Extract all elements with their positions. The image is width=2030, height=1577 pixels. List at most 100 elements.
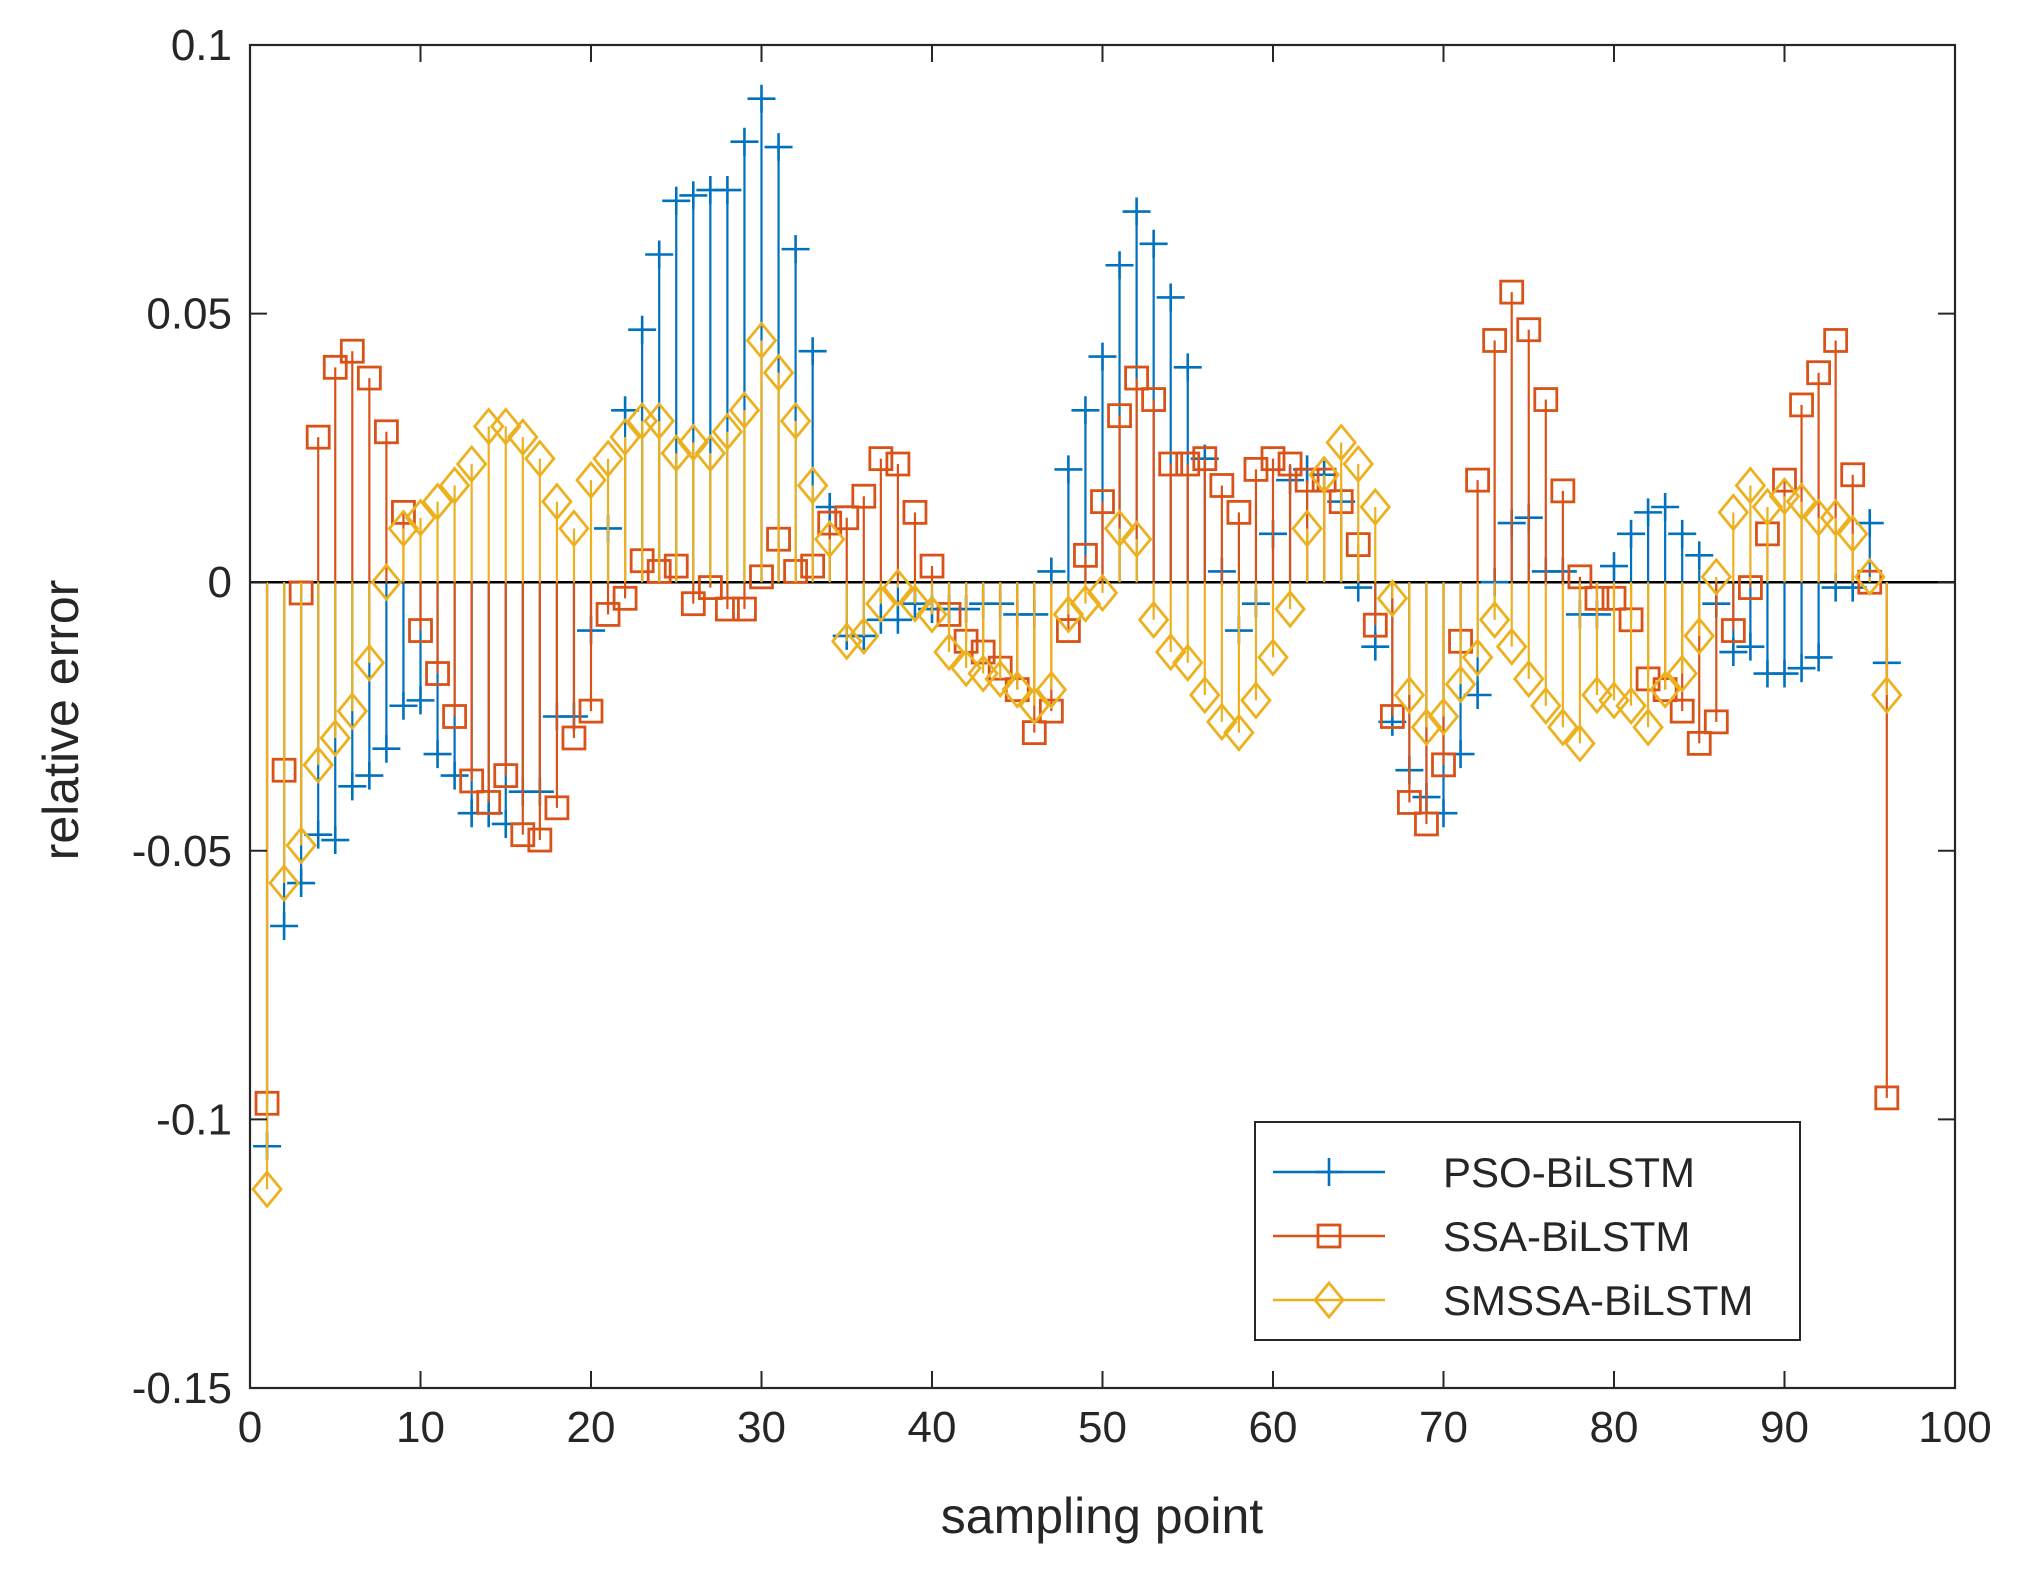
data-point-diamond	[319, 718, 352, 758]
data-point-plus	[1037, 557, 1066, 586]
legend-box	[1254, 1121, 1801, 1341]
data-point-diamond	[1547, 708, 1579, 747]
x-tick-label: 60	[1249, 1403, 1298, 1452]
x-tick-label: 10	[396, 1403, 445, 1452]
data-point-square	[442, 704, 468, 729]
data-point-square	[1516, 317, 1542, 343]
data-point-plus	[1787, 654, 1816, 683]
data-point-plus	[1855, 509, 1884, 538]
data-point-square	[1772, 467, 1797, 493]
data-point-plus	[1736, 632, 1765, 661]
data-point-diamond	[1512, 659, 1545, 699]
data-point-plus	[679, 181, 708, 210]
data-point-diamond	[1018, 686, 1051, 725]
data-point-diamond	[421, 482, 454, 521]
data-point-square	[1703, 709, 1729, 735]
data-point-square	[305, 424, 331, 450]
data-point-diamond	[609, 417, 641, 457]
data-point-plus	[1105, 251, 1134, 280]
x-tick-label: 40	[908, 1403, 957, 1452]
data-point-diamond	[353, 643, 386, 682]
data-point-square	[1362, 612, 1388, 638]
data-point-diamond	[1052, 595, 1085, 634]
data-point-square	[885, 451, 911, 477]
data-point-square	[1192, 446, 1218, 472]
data-point-diamond	[728, 391, 761, 430]
data-point-plus	[389, 691, 418, 720]
data-point-square	[493, 763, 519, 788]
data-point-square	[459, 768, 485, 794]
data-point-diamond	[336, 691, 369, 731]
data-point-diamond	[1615, 686, 1647, 725]
data-point-diamond	[387, 509, 420, 548]
series-smssa-bilstm	[251, 321, 1903, 1209]
legend-entry-pso-bilstm: PSO-BiLSTM	[1273, 1149, 1695, 1196]
data-point-diamond	[370, 562, 403, 602]
data-point-diamond	[694, 434, 727, 473]
data-point-diamond	[1171, 643, 1204, 682]
data-point-square	[1874, 1085, 1900, 1111]
data-point-diamond	[796, 466, 829, 505]
data-point-diamond	[1325, 423, 1358, 462]
data-point-plus	[406, 686, 435, 715]
data-point-diamond	[1785, 482, 1818, 521]
data-point-plus	[645, 240, 674, 269]
x-tick-label: 0	[238, 1403, 262, 1452]
data-point-diamond	[524, 439, 556, 478]
data-point-plus	[883, 605, 912, 634]
data-point-diamond	[1410, 708, 1443, 747]
data-point-diamond	[899, 584, 931, 623]
data-point-plus	[747, 84, 776, 113]
data-point-plus	[764, 133, 793, 162]
data-point-diamond	[1768, 477, 1801, 516]
data-point-diamond	[285, 826, 317, 865]
data-point-diamond	[745, 321, 778, 360]
data-point-square	[680, 591, 706, 617]
data-point-square	[732, 596, 757, 622]
data-point-plus	[1463, 681, 1492, 710]
data-point-plus	[372, 734, 401, 763]
data-point-square	[1294, 467, 1320, 493]
data-point-diamond	[1223, 713, 1255, 752]
data-point-square	[1414, 811, 1439, 837]
data-point-diamond	[1444, 665, 1477, 704]
data-point-square	[425, 661, 450, 686]
y-tick-label: -0.05	[132, 827, 232, 876]
data-point-square	[1277, 451, 1303, 477]
data-point-square	[1175, 451, 1201, 477]
x-axis-label: sampling point	[941, 1488, 1264, 1544]
data-point-square	[1823, 328, 1849, 353]
y-axis-label: relative error	[33, 580, 89, 861]
data-point-diamond	[643, 401, 676, 441]
data-point-square	[322, 354, 348, 380]
data-point-diamond	[1683, 616, 1716, 656]
x-tick-label: 80	[1590, 1403, 1639, 1452]
data-point-diamond	[251, 1170, 283, 1209]
data-point-square	[1038, 698, 1064, 724]
data-point-square	[1141, 387, 1167, 412]
data-point-diamond	[1427, 697, 1460, 736]
data-point-diamond	[1495, 627, 1528, 666]
data-point-square	[578, 698, 604, 724]
legend-label: SMSSA-BiLSTM	[1443, 1277, 1753, 1324]
data-point-plus	[1685, 541, 1714, 570]
x-tick-label: 70	[1419, 1403, 1468, 1452]
data-point-diamond	[438, 466, 471, 505]
data-point-diamond	[950, 648, 982, 688]
data-point-square	[851, 483, 877, 509]
data-point-plus	[1668, 519, 1697, 548]
legend-label: SSA-BiLSTM	[1443, 1213, 1690, 1260]
data-point-square	[561, 725, 587, 751]
data-point-diamond	[1581, 675, 1613, 715]
y-tick-label: 0.05	[146, 290, 232, 339]
data-point-diamond	[1086, 573, 1119, 613]
data-point-square	[391, 499, 416, 525]
x-tick-label: 100	[1918, 1403, 1991, 1452]
legend-marker-diamond	[1313, 1280, 1345, 1320]
data-point-square	[595, 602, 621, 627]
data-point-diamond	[1342, 444, 1375, 484]
data-point-diamond	[1853, 557, 1886, 597]
data-point-square	[1260, 446, 1286, 472]
data-point-diamond	[1154, 632, 1187, 672]
